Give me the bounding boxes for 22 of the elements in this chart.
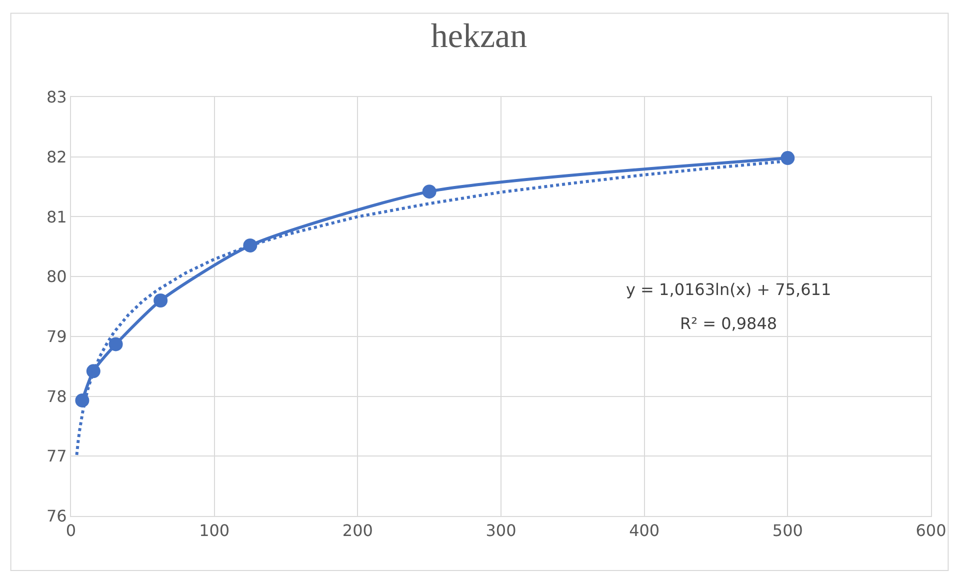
point [422,184,436,199]
y-tick-label: 78 [46,386,67,406]
y-tick-label: 83 [46,88,67,107]
x-tick-label: 400 [629,521,660,540]
y-tick-label: 77 [46,446,67,466]
chart-title: hekzan [430,18,528,55]
y-tick-label: 81 [46,207,67,226]
annotation: y = 1,0163ln(x) + 75,611 [626,280,832,299]
point [154,294,168,308]
x-tick-label: 300 [486,521,516,540]
y-tick-label: 82 [46,147,67,166]
annotation: R² = 0,9848 [680,314,778,333]
y-tick-label: 76 [46,506,67,526]
x-tick-label: 100 [199,521,230,540]
x-tick-label: 0 [66,521,76,540]
y-tick-label: 80 [46,267,67,286]
x-tick-label: 500 [772,521,803,540]
x-tick-label: 200 [342,521,373,540]
y-tick-label: 79 [46,327,67,346]
point [108,337,123,352]
x-tick-label: 600 [916,521,946,540]
point [780,151,795,166]
